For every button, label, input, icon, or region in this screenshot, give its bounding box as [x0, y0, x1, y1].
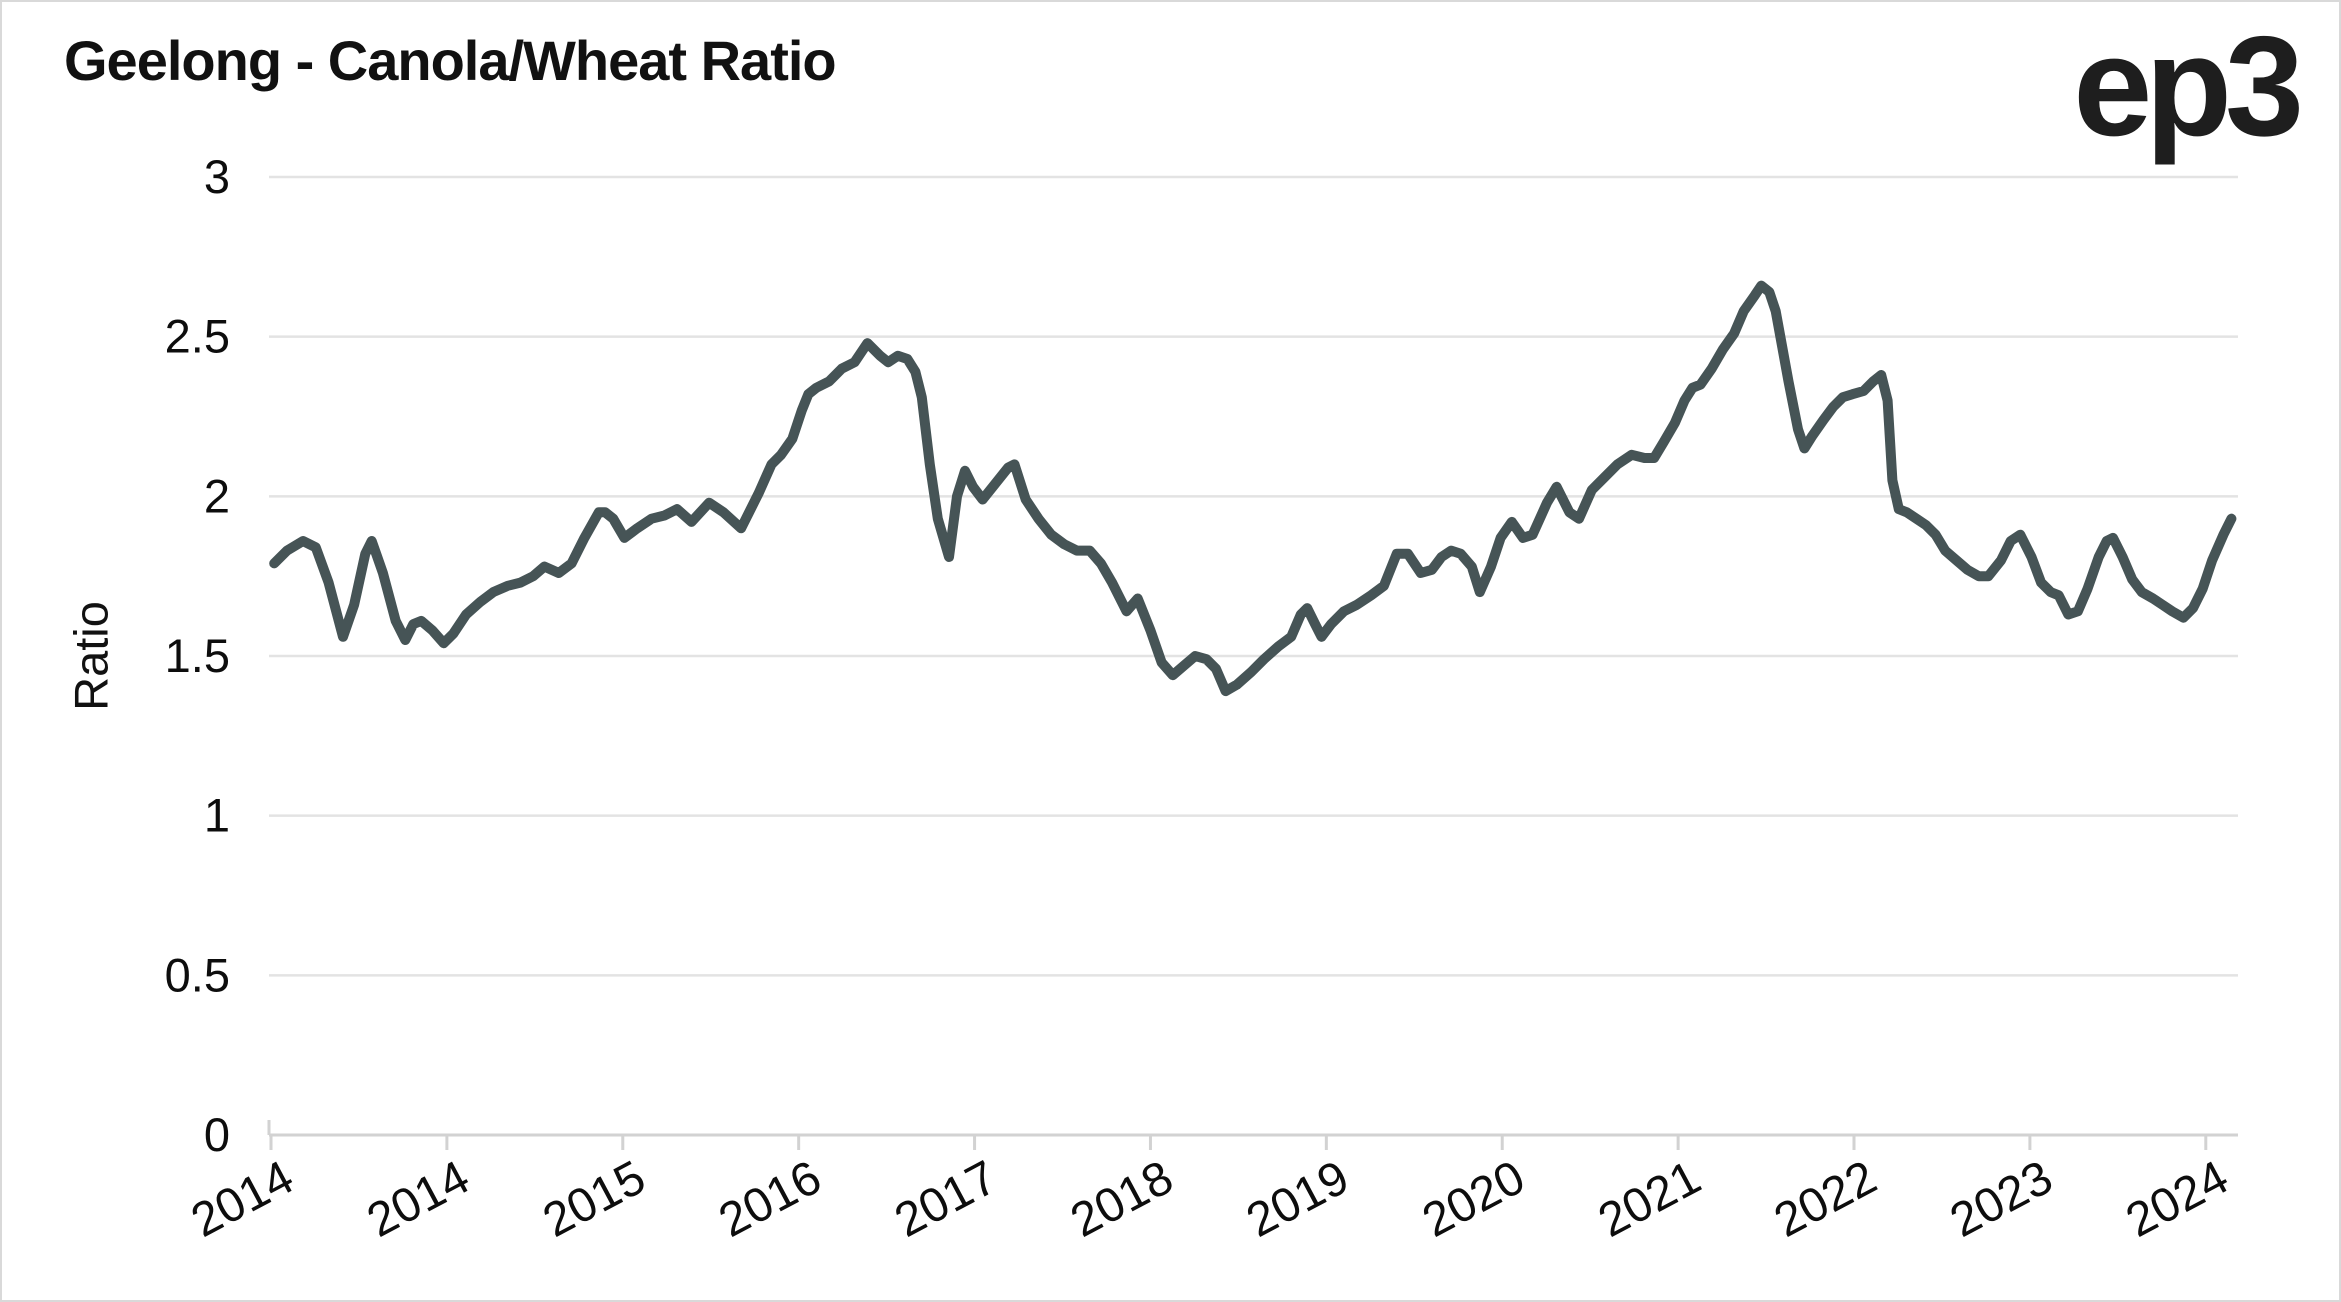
x-tick-label: 2018: [1062, 1151, 1181, 1248]
ep3-logo: ep3: [2073, 7, 2304, 166]
y-tick-label: 1: [204, 789, 230, 842]
x-tick-label: 2021: [1590, 1151, 1709, 1248]
y-tick-label: 0.5: [165, 948, 230, 1001]
y-axis-title: Ratio: [64, 601, 118, 711]
y-tick-label: 3: [204, 150, 230, 203]
x-tick-label: 2017: [887, 1151, 1006, 1248]
x-tick-label: 2014: [183, 1151, 302, 1248]
x-tick-label: 2020: [1414, 1151, 1533, 1248]
y-tick-label: 0: [204, 1108, 230, 1161]
x-tick-label: 2023: [1942, 1151, 2061, 1248]
x-tick-label: 2024: [2118, 1151, 2237, 1248]
x-tick-label: 2019: [1238, 1151, 1357, 1248]
x-tick-label: 2015: [535, 1151, 654, 1248]
y-tick-label: 1.5: [165, 629, 230, 682]
x-tick-label: 2022: [1766, 1151, 1885, 1248]
x-tick-label: 2014: [359, 1151, 478, 1248]
ratio-series-line: [269, 280, 2237, 697]
y-tick-label: 2.5: [165, 310, 230, 363]
x-tick-label: 2016: [711, 1151, 830, 1248]
chart-title: Geelong - Canola/Wheat Ratio: [64, 29, 837, 92]
y-tick-label: 2: [204, 469, 230, 522]
